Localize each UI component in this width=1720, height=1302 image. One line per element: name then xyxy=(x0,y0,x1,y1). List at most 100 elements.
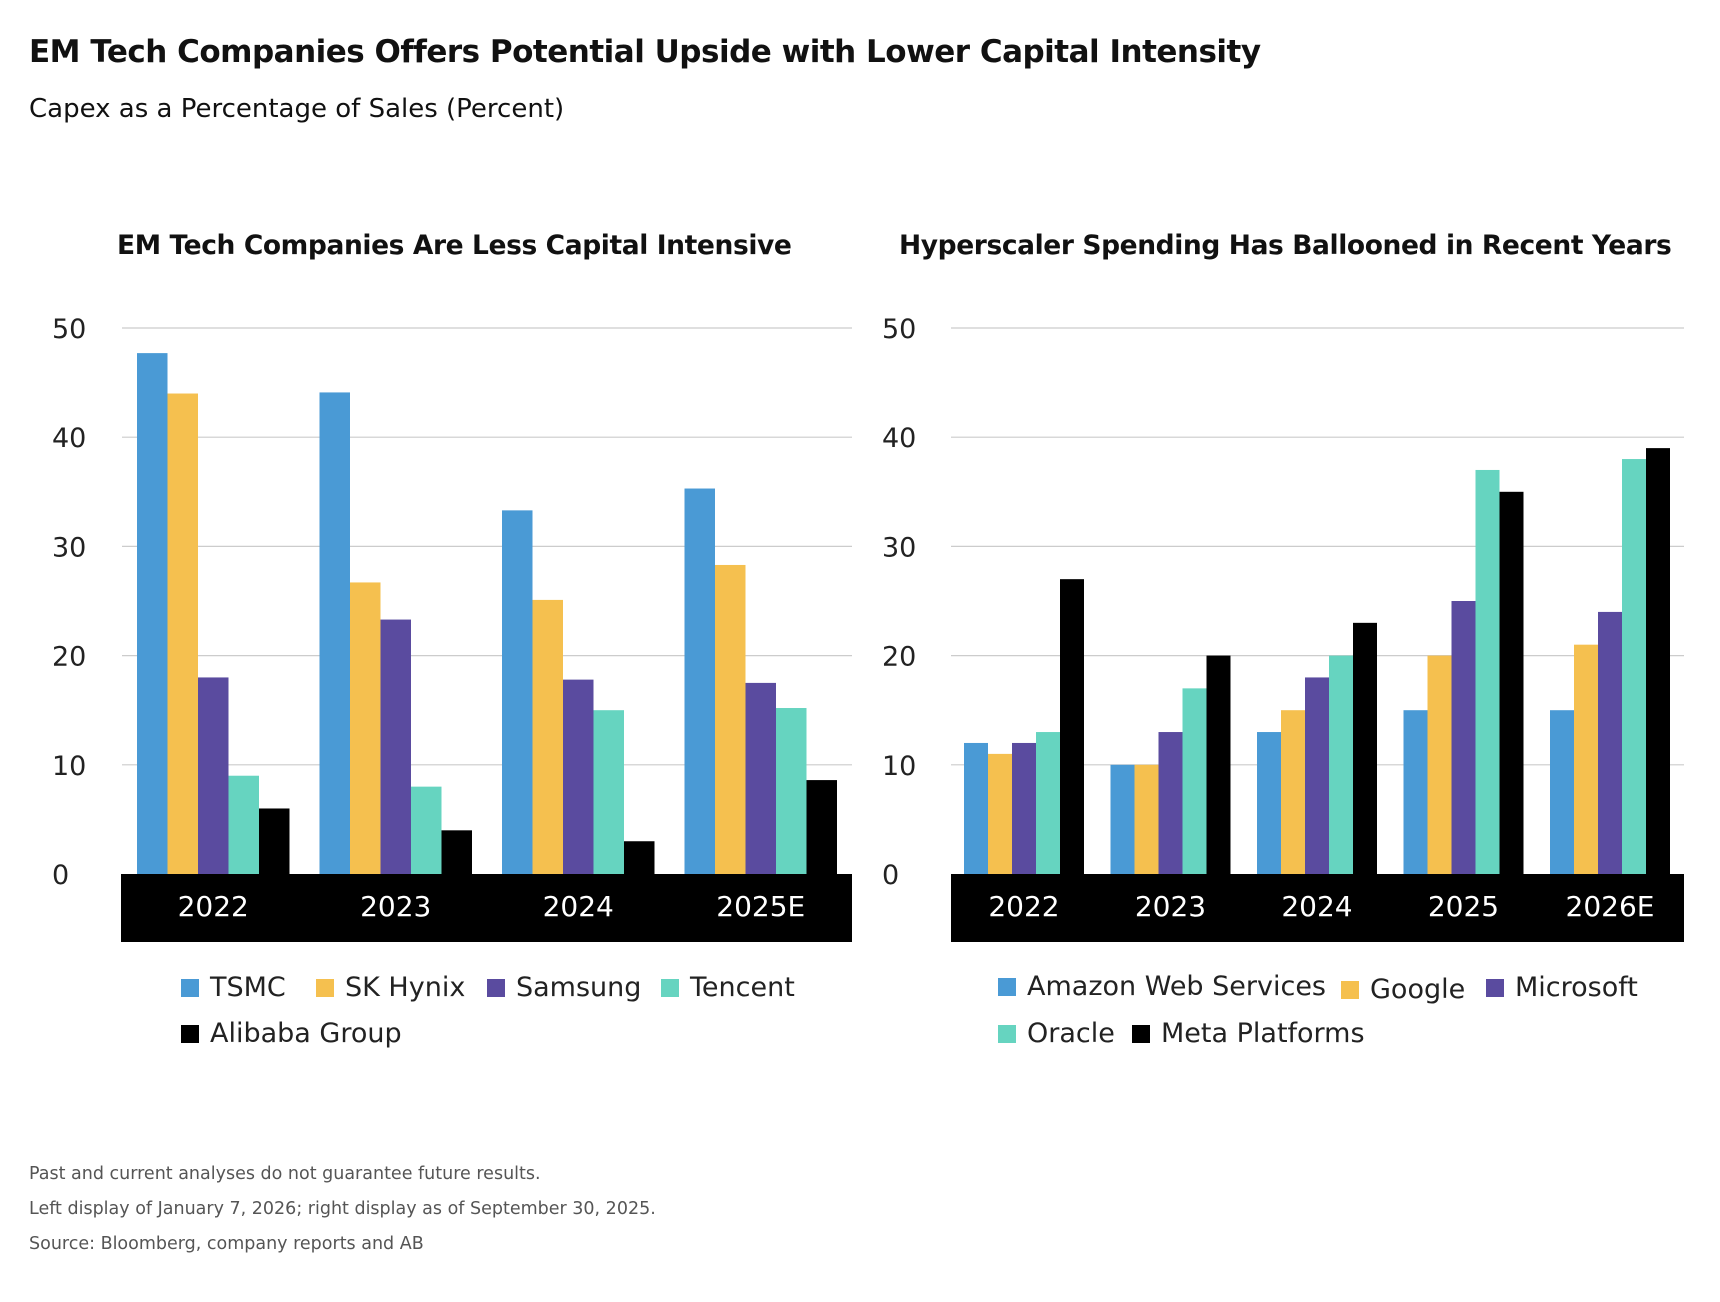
legend-item-alibaba-group: Alibaba Group xyxy=(181,1018,402,1049)
bar-oracle-2024 xyxy=(1329,655,1353,874)
legend-label-tsmc: TSMC xyxy=(210,972,286,1003)
legend-label-alibaba-group: Alibaba Group xyxy=(210,1018,402,1049)
footnote-disclaimer: Past and current analyses do not guarant… xyxy=(29,1164,541,1184)
bar-alibaba-group-2023 xyxy=(441,830,472,874)
bar-meta-platforms-2023 xyxy=(1206,655,1231,874)
bar-samsung-2025e xyxy=(745,682,776,874)
bar-oracle-2023 xyxy=(1182,688,1207,874)
y-tick-label: 20 xyxy=(52,642,86,673)
legend-item-tencent: Tencent xyxy=(661,972,795,1003)
legend-swatch-tsmc xyxy=(181,978,199,997)
bar-google-2023 xyxy=(1134,764,1159,874)
left-chart-title: EM Tech Companies Are Less Capital Inten… xyxy=(117,230,792,261)
bar-google-2022 xyxy=(988,753,1012,874)
x-axis-band xyxy=(121,874,852,942)
y-tick-label: 30 xyxy=(52,532,86,563)
legend-item-microsoft: Microsoft xyxy=(1486,972,1638,1003)
x-tick-label: 2025E xyxy=(716,890,805,923)
bar-sk-hynix-2025e xyxy=(715,564,746,874)
legend-item-sk-hynix: SK Hynix xyxy=(316,972,465,1003)
bar-tsmc-2024 xyxy=(502,510,533,874)
legend-item-oracle: Oracle xyxy=(998,1018,1115,1049)
bar-alibaba-group-2024 xyxy=(624,841,655,874)
bar-meta-platforms-2022 xyxy=(1060,579,1084,874)
bar-alibaba-group-2022 xyxy=(259,808,290,874)
bar-meta-platforms-2024 xyxy=(1353,622,1377,874)
bar-sk-hynix-2024 xyxy=(532,599,563,874)
legend-swatch-sk-hynix xyxy=(316,978,334,997)
legend-swatch-alibaba-group xyxy=(181,1024,199,1043)
legend-swatch-google xyxy=(1341,980,1359,999)
bar-google-2024 xyxy=(1281,710,1305,874)
legend-label-tencent: Tencent xyxy=(690,972,795,1003)
bar-amazon-web-services-2023 xyxy=(1110,764,1135,874)
bar-tsmc-2025e xyxy=(684,488,715,874)
footnote-source: Source: Bloomberg, company reports and A… xyxy=(29,1234,424,1254)
x-tick-label: 2024 xyxy=(1281,890,1352,923)
legend-item-google: Google xyxy=(1341,974,1465,1005)
legend-label-amazon-web-services: Amazon Web Services xyxy=(1027,971,1327,1002)
bar-tencent-2023 xyxy=(411,786,442,874)
bar-meta-platforms-2025 xyxy=(1499,491,1524,874)
y-tick-label: 0 xyxy=(882,860,899,891)
bar-tsmc-2022 xyxy=(137,353,168,875)
legend-swatch-samsung xyxy=(487,978,505,997)
y-tick-label: 0 xyxy=(52,860,69,891)
y-tick-label: 30 xyxy=(882,532,916,563)
y-tick-label: 50 xyxy=(882,314,916,345)
page-subtitle: Capex as a Percentage of Sales (Percent) xyxy=(29,94,565,124)
legend-swatch-amazon-web-services xyxy=(998,977,1016,996)
bar-microsoft-2026e xyxy=(1598,611,1622,874)
y-tick-label: 10 xyxy=(52,751,86,782)
x-tick-label: 2024 xyxy=(543,890,614,923)
bar-microsoft-2023 xyxy=(1158,732,1183,874)
legend-label-sk-hynix: SK Hynix xyxy=(345,972,466,1003)
bar-google-2026e xyxy=(1574,644,1598,874)
bar-tencent-2024 xyxy=(593,710,624,874)
y-tick-label: 50 xyxy=(52,314,86,345)
bar-microsoft-2022 xyxy=(1012,742,1036,874)
bar-amazon-web-services-2024 xyxy=(1257,732,1281,874)
legend-item-tsmc: TSMC xyxy=(181,972,286,1003)
page-title: EM Tech Companies Offers Potential Upsid… xyxy=(29,34,1261,70)
legend-label-samsung: Samsung xyxy=(516,972,642,1003)
bar-sk-hynix-2022 xyxy=(167,393,198,874)
bar-tencent-2025e xyxy=(776,708,807,874)
bar-amazon-web-services-2025 xyxy=(1403,710,1428,874)
right-chart-title: Hyperscaler Spending Has Ballooned in Re… xyxy=(899,230,1672,261)
bar-google-2025 xyxy=(1427,655,1452,874)
legend-item-meta-platforms: Meta Platforms xyxy=(1132,1018,1365,1049)
bar-oracle-2026e xyxy=(1622,459,1646,874)
bar-samsung-2023 xyxy=(380,619,411,874)
footnote-display-dates: Left display of January 7, 2026; right d… xyxy=(29,1199,656,1219)
left-bar-chart: 0 10 20 30 40 50 2022 2023 2024 2025E xyxy=(52,314,852,942)
legend-label-oracle: Oracle xyxy=(1027,1018,1115,1049)
x-tick-label: 2026E xyxy=(1566,890,1655,923)
bar-amazon-web-services-2026e xyxy=(1550,710,1574,874)
legend-swatch-meta-platforms xyxy=(1132,1024,1150,1043)
x-tick-label: 2022 xyxy=(988,890,1059,923)
legend-swatch-tencent xyxy=(661,978,679,997)
bar-oracle-2022 xyxy=(1036,732,1060,874)
legend-label-google: Google xyxy=(1370,974,1466,1005)
footnotes: Past and current analyses do not guarant… xyxy=(29,1157,656,1262)
x-tick-label: 2023 xyxy=(360,890,431,923)
y-tick-label: 10 xyxy=(882,751,916,782)
y-tick-label: 40 xyxy=(882,423,916,454)
x-tick-label: 2025 xyxy=(1428,890,1499,923)
bar-sk-hynix-2023 xyxy=(350,582,381,874)
y-tick-label: 20 xyxy=(882,642,916,673)
legend-item-samsung: Samsung xyxy=(487,972,641,1003)
bar-amazon-web-services-2022 xyxy=(964,742,988,874)
bar-tsmc-2023 xyxy=(319,392,350,874)
bar-alibaba-group-2025e xyxy=(806,780,837,874)
bar-meta-platforms-2026e xyxy=(1646,448,1670,874)
bar-samsung-2024 xyxy=(563,679,594,874)
x-tick-label: 2023 xyxy=(1135,890,1206,923)
right-bar-chart: 0 10 20 30 40 50 2022 2023 2024 2025 2026E xyxy=(882,314,1684,942)
x-tick-label: 2022 xyxy=(178,890,249,923)
legend-label-meta-platforms: Meta Platforms xyxy=(1161,1018,1365,1049)
legend-swatch-microsoft xyxy=(1486,978,1504,997)
x-axis-band xyxy=(951,874,1684,942)
y-tick-label: 40 xyxy=(52,423,86,454)
